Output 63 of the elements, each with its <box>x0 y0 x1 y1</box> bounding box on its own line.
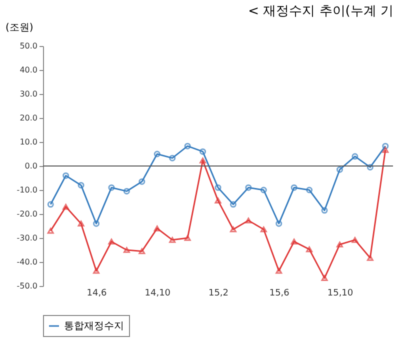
point <box>78 220 84 227</box>
y-axis-title: (조원) <box>6 22 34 34</box>
point <box>78 182 84 188</box>
x-tick-label: 15,6 <box>269 288 290 298</box>
point <box>214 198 222 204</box>
chart-title: < 재정수지 추이(누계 기 <box>248 4 394 19</box>
point <box>123 247 130 253</box>
point <box>260 186 267 194</box>
x-tick-label: 14,6 <box>86 288 108 298</box>
point <box>352 237 358 243</box>
point <box>108 238 115 245</box>
y-tick-label: 0.0 <box>24 162 38 170</box>
point <box>290 238 298 245</box>
legend-label: 통합재정수지 <box>64 321 124 332</box>
y-tick-label: 40.0 <box>20 66 38 74</box>
point <box>47 228 54 234</box>
point <box>169 237 176 243</box>
point <box>184 142 191 150</box>
point <box>138 248 146 254</box>
y-tick-label: -40.0 <box>16 258 38 266</box>
y-tick-label: 50.0 <box>20 42 38 50</box>
point <box>184 235 191 241</box>
point <box>62 204 70 210</box>
point <box>306 186 313 194</box>
y-tick-label: -10.0 <box>16 186 38 194</box>
point <box>93 220 100 227</box>
point <box>321 207 328 214</box>
point <box>306 246 313 252</box>
point <box>321 275 328 281</box>
point <box>154 225 160 232</box>
y-tick-label: -20.0 <box>16 210 38 218</box>
y-tick-label: -50.0 <box>16 282 38 290</box>
x-tick-label: 15,2 <box>208 288 229 298</box>
y-tick-label: -30.0 <box>16 234 38 242</box>
point <box>336 166 343 173</box>
point <box>154 150 160 158</box>
point <box>200 158 206 164</box>
point <box>366 164 374 170</box>
point <box>169 154 176 162</box>
x-tick-label: 15,10 <box>327 288 354 298</box>
point <box>200 148 206 155</box>
point <box>93 268 100 274</box>
point <box>245 184 252 191</box>
y-tick-label: 20.0 <box>20 114 38 122</box>
point <box>62 172 70 179</box>
point <box>290 184 298 191</box>
point <box>245 218 252 224</box>
point <box>214 184 222 191</box>
point <box>352 153 358 160</box>
point <box>138 178 146 185</box>
point <box>230 226 236 232</box>
point <box>276 220 282 227</box>
point <box>382 147 389 153</box>
point <box>230 201 236 208</box>
x-tick-label: 14,10 <box>144 288 171 298</box>
point <box>260 226 267 232</box>
point <box>108 184 115 191</box>
point <box>336 242 343 248</box>
y-tick-label: 30.0 <box>20 90 38 98</box>
point <box>276 268 282 274</box>
y-tick-label: 10.0 <box>20 138 38 146</box>
point <box>123 188 130 194</box>
point <box>366 255 374 261</box>
